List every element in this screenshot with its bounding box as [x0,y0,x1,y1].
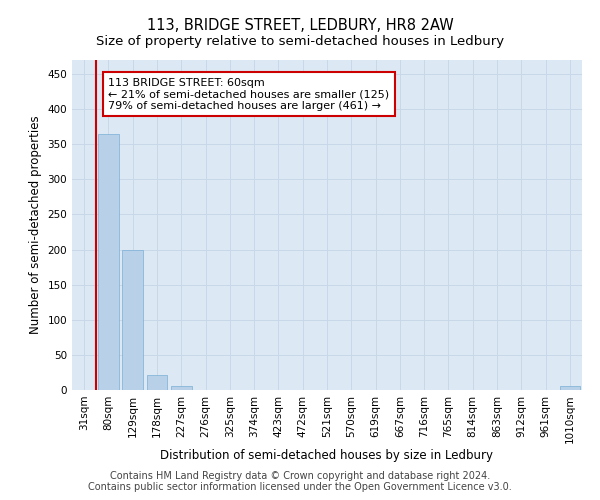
Bar [98,134,119,390]
Bar [171,386,191,390]
Text: 113 BRIDGE STREET: 60sqm
← 21% of semi-detached houses are smaller (125)
79% of : 113 BRIDGE STREET: 60sqm ← 21% of semi-d… [109,78,389,111]
Y-axis label: Number of semi-detached properties: Number of semi-detached properties [29,116,42,334]
Bar [146,374,167,390]
Text: Contains HM Land Registry data © Crown copyright and database right 2024.
Contai: Contains HM Land Registry data © Crown c… [88,471,512,492]
Text: 113, BRIDGE STREET, LEDBURY, HR8 2AW: 113, BRIDGE STREET, LEDBURY, HR8 2AW [146,18,454,32]
Bar [560,386,580,390]
Bar [122,250,143,390]
X-axis label: Distribution of semi-detached houses by size in Ledbury: Distribution of semi-detached houses by … [161,449,493,462]
Text: Size of property relative to semi-detached houses in Ledbury: Size of property relative to semi-detach… [96,35,504,48]
